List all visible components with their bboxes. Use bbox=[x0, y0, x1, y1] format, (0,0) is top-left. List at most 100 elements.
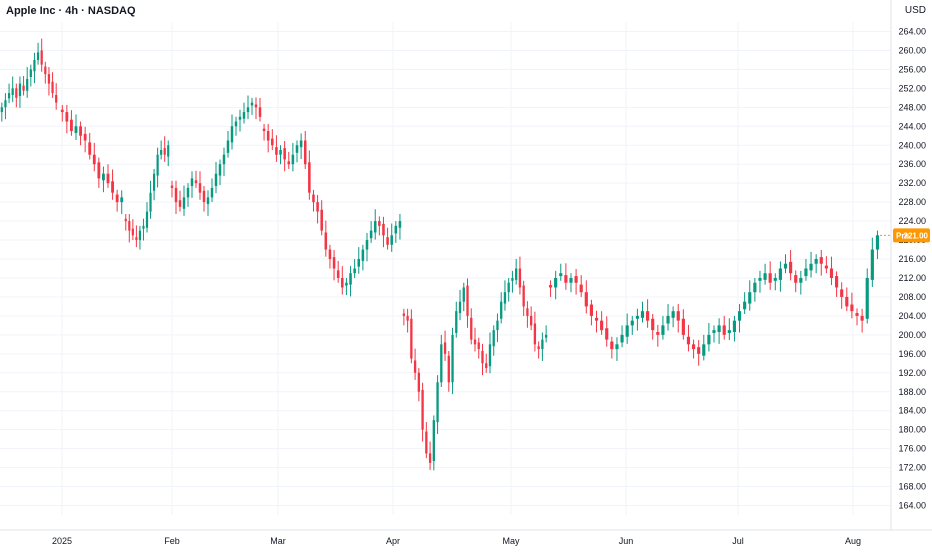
candle-body bbox=[124, 218, 127, 222]
y-tick-label: 252.00 bbox=[898, 83, 926, 93]
candle-body bbox=[522, 285, 525, 307]
candle-body bbox=[559, 273, 563, 277]
candle-body bbox=[210, 187, 214, 198]
candle-body bbox=[564, 275, 568, 283]
candle-body bbox=[819, 257, 823, 264]
candle-body bbox=[258, 107, 262, 117]
candle-body bbox=[778, 268, 782, 280]
candle-body bbox=[345, 282, 348, 286]
candle-body bbox=[266, 131, 270, 141]
candle-body bbox=[214, 173, 218, 187]
candle-body bbox=[328, 249, 332, 260]
candle-body bbox=[111, 181, 114, 193]
candle-body bbox=[174, 187, 178, 203]
candle-body bbox=[222, 154, 226, 165]
y-tick-label: 260.00 bbox=[898, 45, 926, 55]
candle-body bbox=[753, 282, 757, 293]
candle-body bbox=[845, 296, 849, 307]
candle-body bbox=[275, 147, 278, 155]
x-tick-label: 2025 bbox=[52, 536, 72, 546]
candle-body bbox=[732, 320, 737, 333]
candle-body bbox=[218, 164, 222, 176]
y-tick-label: 180.00 bbox=[898, 425, 926, 435]
candle-body bbox=[194, 180, 198, 184]
candle-body bbox=[198, 183, 202, 193]
candle-body bbox=[686, 336, 691, 345]
currency-label[interactable]: USD bbox=[904, 5, 926, 16]
candle-body bbox=[840, 289, 844, 297]
candle-body bbox=[283, 148, 286, 160]
candle-body bbox=[135, 237, 138, 241]
candle-body bbox=[492, 330, 495, 347]
candle-body bbox=[182, 197, 186, 209]
candle-body bbox=[794, 275, 798, 283]
candle-body bbox=[481, 350, 484, 364]
candle-body bbox=[809, 263, 813, 271]
y-tick-label: 188.00 bbox=[898, 387, 926, 397]
candle-body bbox=[390, 235, 393, 245]
candle-body bbox=[262, 128, 266, 132]
candle-body bbox=[605, 328, 609, 340]
candle-body bbox=[737, 311, 742, 321]
candle-body bbox=[60, 109, 64, 113]
candle-body bbox=[661, 325, 665, 335]
candle-body bbox=[783, 263, 788, 269]
candle-body bbox=[279, 149, 282, 155]
candle-body bbox=[835, 276, 839, 288]
candle-body bbox=[128, 221, 131, 231]
candle-body bbox=[79, 126, 82, 136]
candle-body bbox=[515, 268, 518, 280]
candle-body bbox=[748, 292, 752, 304]
candle-body bbox=[503, 292, 507, 304]
candle-body bbox=[149, 192, 152, 212]
candle-body bbox=[574, 276, 578, 283]
candle-body bbox=[529, 315, 533, 326]
price-badge-tag: Pre bbox=[896, 231, 909, 240]
candle-body bbox=[332, 257, 336, 269]
candle-body bbox=[850, 304, 854, 312]
candle-body bbox=[707, 334, 711, 345]
candle-body bbox=[316, 202, 319, 212]
y-tick-label: 204.00 bbox=[898, 311, 926, 321]
candle-body bbox=[361, 249, 365, 261]
x-tick-label: Jun bbox=[619, 536, 634, 546]
y-tick-label: 196.00 bbox=[898, 349, 926, 359]
candle-body bbox=[156, 154, 159, 176]
candle-body bbox=[70, 119, 73, 132]
candle-body bbox=[4, 100, 7, 108]
candle-body bbox=[500, 301, 503, 319]
candle-body bbox=[92, 154, 96, 165]
candle-body bbox=[544, 334, 548, 338]
candle-body bbox=[773, 277, 777, 281]
candle-body bbox=[22, 85, 25, 91]
candle-body bbox=[697, 347, 701, 354]
price-badge bbox=[893, 228, 930, 243]
candle-body bbox=[36, 52, 40, 60]
candle-body bbox=[254, 104, 258, 108]
candle-body bbox=[417, 372, 421, 392]
candle-body bbox=[0, 107, 3, 113]
candle-body bbox=[341, 277, 344, 288]
candle-body bbox=[51, 81, 54, 94]
candle-body bbox=[178, 200, 182, 207]
candle-body bbox=[402, 313, 406, 316]
candle-body bbox=[789, 261, 793, 274]
candle-body bbox=[120, 197, 124, 203]
candle-body bbox=[413, 360, 417, 373]
y-tick-label: 164.00 bbox=[898, 501, 926, 511]
candle-body bbox=[625, 325, 629, 337]
candle-body bbox=[299, 140, 303, 148]
candle-body bbox=[308, 162, 311, 193]
candle-body bbox=[242, 112, 246, 119]
candle-body bbox=[287, 161, 291, 165]
candle-body bbox=[40, 50, 43, 65]
candle-body bbox=[163, 148, 166, 155]
candle-body bbox=[271, 138, 274, 146]
candle-body bbox=[47, 74, 51, 84]
candle-body bbox=[106, 173, 110, 184]
candle-body bbox=[186, 187, 190, 198]
y-tick-label: 256.00 bbox=[898, 64, 926, 74]
candle-body bbox=[7, 93, 11, 99]
